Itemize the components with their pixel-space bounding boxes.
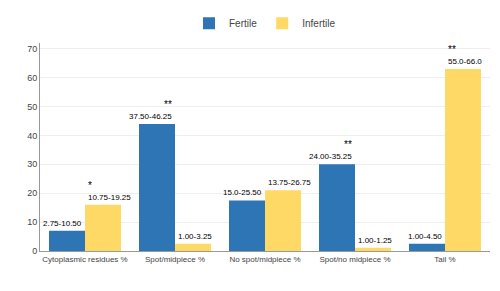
svg-text:Spot/no midpiece %: Spot/no midpiece % xyxy=(319,255,390,264)
svg-text:Spot/midpiece %: Spot/midpiece % xyxy=(145,255,205,264)
svg-text:50: 50 xyxy=(27,102,37,112)
svg-text:**: ** xyxy=(344,139,352,150)
svg-text:10: 10 xyxy=(27,217,37,227)
svg-text:24.00-35.25: 24.00-35.25 xyxy=(309,152,352,161)
svg-text:Fertile: Fertile xyxy=(229,18,257,29)
svg-text:1.00-3.25: 1.00-3.25 xyxy=(178,232,212,241)
svg-text:Cytoplasmic residues %: Cytoplasmic residues % xyxy=(42,255,127,264)
svg-text:2.75-10.50: 2.75-10.50 xyxy=(43,219,82,228)
svg-text:37.50-46.25: 37.50-46.25 xyxy=(129,112,172,121)
svg-text:10.75-19.25: 10.75-19.25 xyxy=(88,193,131,202)
svg-text:20: 20 xyxy=(27,188,37,198)
svg-text:0: 0 xyxy=(32,246,37,256)
svg-text:1.00-1.25: 1.00-1.25 xyxy=(358,236,392,245)
svg-text:No spot/midpiece %: No spot/midpiece % xyxy=(229,255,300,264)
svg-text:55.0-66.0: 55.0-66.0 xyxy=(448,57,482,66)
svg-text:1.00-4.50: 1.00-4.50 xyxy=(408,232,442,241)
svg-text:15.0-25.50: 15.0-25.50 xyxy=(223,188,262,197)
svg-text:40: 40 xyxy=(27,131,37,141)
svg-text:13.75-26.75: 13.75-26.75 xyxy=(268,178,311,187)
svg-text:30: 30 xyxy=(27,159,37,169)
svg-text:70: 70 xyxy=(27,44,37,54)
svg-text:**: ** xyxy=(164,99,172,110)
svg-text:Tail %: Tail % xyxy=(434,255,455,264)
svg-text:**: ** xyxy=(448,44,456,55)
svg-text:60: 60 xyxy=(27,73,37,83)
svg-text:Infertile: Infertile xyxy=(302,18,335,29)
svg-text:*: * xyxy=(88,180,92,191)
